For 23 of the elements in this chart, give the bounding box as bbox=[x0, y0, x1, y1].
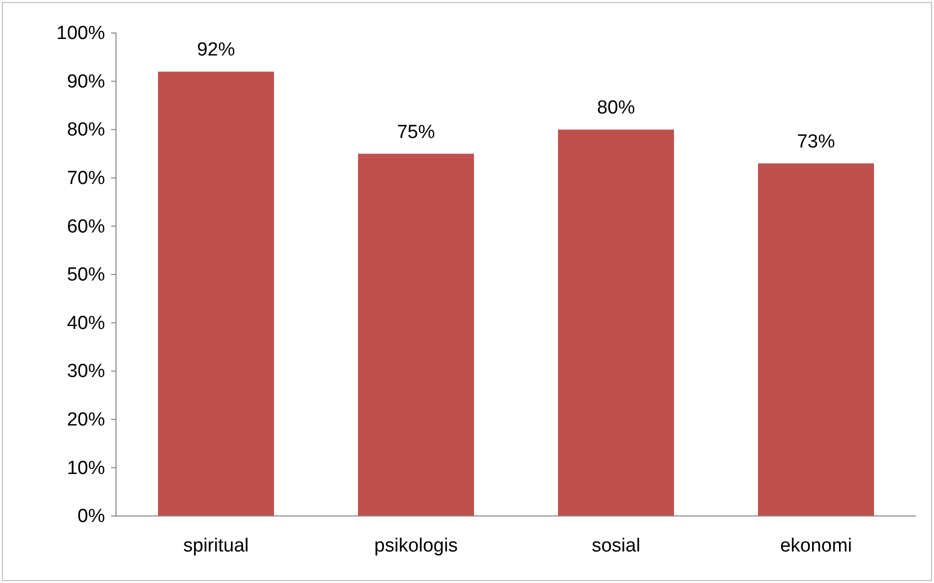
x-tick-label: spiritual bbox=[183, 535, 249, 556]
bar bbox=[758, 163, 874, 516]
bar bbox=[158, 72, 274, 516]
bar bbox=[358, 154, 474, 516]
y-tick-label: 100% bbox=[56, 23, 106, 44]
data-label: 92% bbox=[196, 40, 236, 61]
bar bbox=[558, 130, 674, 516]
y-tick-label: 0% bbox=[78, 506, 106, 528]
data-label: 73% bbox=[796, 131, 836, 152]
y-tick-label: 40% bbox=[66, 312, 106, 334]
y-tick-label: 20% bbox=[66, 409, 106, 430]
y-tick-label: 70% bbox=[66, 168, 106, 189]
y-tick-label: 90% bbox=[66, 71, 106, 92]
y-tick-label: 30% bbox=[66, 361, 106, 382]
x-tick-label: ekonomi bbox=[780, 535, 852, 556]
data-label: 80% bbox=[596, 98, 636, 119]
y-tick-label: 10% bbox=[66, 458, 106, 479]
y-tick-label: 50% bbox=[66, 264, 106, 286]
x-tick-label: sosial bbox=[592, 535, 640, 556]
y-tick-label: 60% bbox=[66, 216, 106, 238]
x-tick-label: psikologis bbox=[374, 535, 458, 556]
y-tick-label: 80% bbox=[66, 120, 106, 141]
data-label: 75% bbox=[396, 122, 436, 143]
